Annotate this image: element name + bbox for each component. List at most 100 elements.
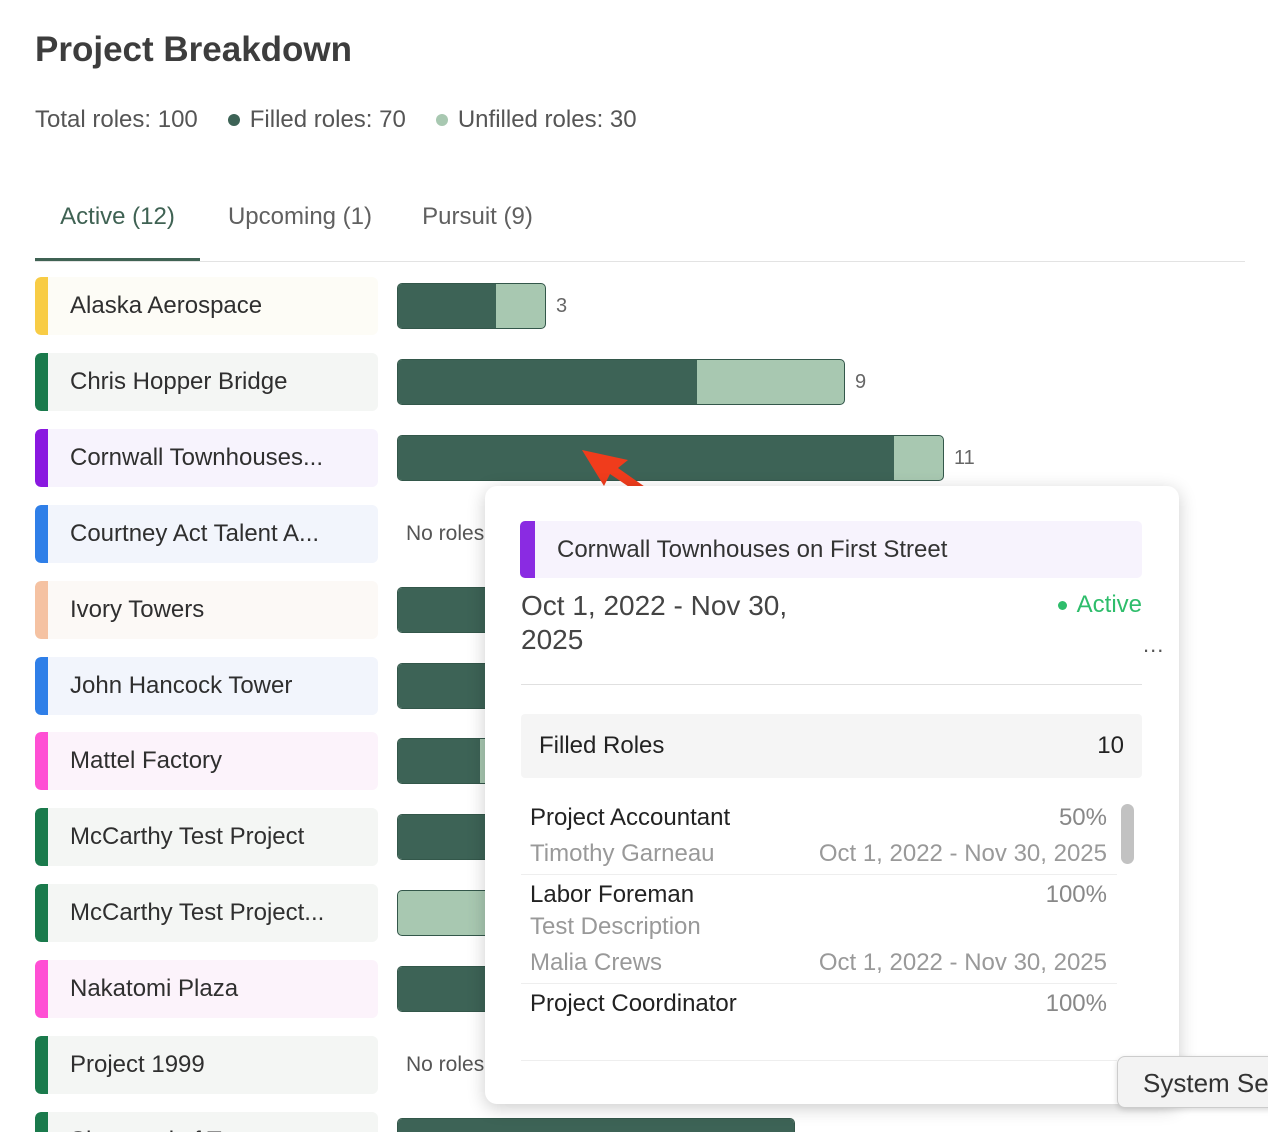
status-label: Active — [1076, 591, 1142, 618]
roles-count: 3 — [556, 295, 568, 317]
role-allocation: 100% — [1045, 990, 1107, 1017]
project-name: Alaska Aerospace — [70, 292, 263, 319]
project-row[interactable]: Project 1999 No roles — [35, 1036, 1235, 1094]
project-name: Ivory Towers — [70, 596, 205, 623]
no-roles-label: No roles — [406, 522, 485, 545]
roles-bar[interactable] — [397, 359, 845, 405]
role-title: Project Accountant — [530, 804, 731, 831]
filled-segment — [398, 284, 497, 328]
filled-segment — [398, 739, 480, 783]
project-label[interactable]: Nakatomi Plaza — [35, 960, 378, 1018]
project-color-stripe — [35, 808, 48, 866]
role-list-scrollbar[interactable] — [1117, 798, 1139, 1066]
role-person: Malia Crews — [530, 949, 663, 976]
status-dot-icon — [1057, 600, 1067, 610]
project-detail-popup: Cornwall Townhouses on First Street Oct … — [485, 486, 1179, 1104]
project-label[interactable]: Ivory Towers — [35, 581, 378, 639]
role-allocation: 100% — [1045, 881, 1107, 908]
unfilled-roles: Unfilled roles: 30 — [435, 106, 637, 134]
filled-roles-title: Filled Roles — [539, 732, 665, 759]
project-color-stripe — [35, 581, 48, 639]
roles-count: 9 — [855, 371, 867, 393]
role-description: Test Description — [530, 913, 701, 940]
project-name: John Hancock Tower — [70, 672, 293, 699]
project-name: McCarthy Test Project — [70, 823, 305, 850]
more-options-icon[interactable]: ... — [1143, 632, 1165, 657]
filled-roles-label: Filled roles: 70 — [249, 106, 406, 133]
roles-summary: Total roles: 100 Filled roles: 70 Unfill… — [35, 106, 667, 134]
project-color-stripe — [35, 429, 48, 487]
project-color-stripe — [35, 277, 48, 335]
filled-segment — [398, 1119, 794, 1132]
project-row[interactable]: Shattered of T... — [35, 1112, 1235, 1132]
project-name: McCarthy Test Project... — [70, 899, 325, 926]
project-color-stripe — [35, 884, 48, 942]
project-color-stripe — [35, 1112, 48, 1132]
project-label[interactable]: McCarthy Test Project... — [35, 884, 378, 942]
scrollbar-thumb[interactable] — [1121, 804, 1134, 864]
project-label[interactable]: Mattel Factory — [35, 732, 378, 790]
project-label[interactable]: Project 1999 — [35, 1036, 378, 1094]
popup-project-header[interactable]: Cornwall Townhouses on First Street — [520, 521, 1142, 578]
project-label[interactable]: McCarthy Test Project — [35, 808, 378, 866]
roles-bar[interactable] — [397, 435, 944, 481]
role-item[interactable]: Labor Foreman 100% Test Description Mali… — [521, 875, 1117, 984]
project-color-stripe — [35, 657, 48, 715]
project-label[interactable]: John Hancock Tower — [35, 657, 378, 715]
tab-active[interactable]: Active (12) — [35, 190, 200, 261]
role-title: Labor Foreman — [530, 881, 695, 908]
system-settings-tooltip-label: System Se — [1143, 1068, 1268, 1098]
project-label[interactable]: Alaska Aerospace — [35, 277, 378, 335]
project-label[interactable]: Courtney Act Talent A... — [35, 505, 378, 563]
no-roles-label: No roles — [406, 1053, 485, 1076]
project-name: Nakatomi Plaza — [70, 975, 239, 1002]
tab-upcoming[interactable]: Upcoming (1) — [227, 203, 373, 230]
filled-segment — [398, 360, 697, 404]
total-roles: Total roles: 100 — [35, 106, 198, 134]
project-name: Project 1999 — [70, 1051, 205, 1078]
role-item[interactable]: Project Coordinator 100% — [521, 984, 1117, 1061]
project-color-stripe — [35, 732, 48, 790]
project-label[interactable]: Chris Hopper Bridge — [35, 353, 378, 411]
project-name: Cornwall Townhouses... — [70, 444, 324, 471]
system-settings-tooltip: System Se — [1117, 1056, 1268, 1108]
tab-pursuit[interactable]: Pursuit (9) — [422, 203, 533, 230]
project-color-stripe — [520, 521, 535, 578]
page-title: Project Breakdown — [35, 30, 353, 69]
filled-legend-dot — [227, 114, 240, 126]
project-color-stripe — [35, 960, 48, 1018]
divider — [521, 684, 1142, 685]
popup-project-name: Cornwall Townhouses on First Street — [557, 536, 948, 563]
role-person: Timothy Garneau — [530, 840, 715, 867]
role-item[interactable]: Project Accountant 50% Timothy Garneau O… — [521, 798, 1117, 875]
status-badge: Active — [1057, 591, 1142, 619]
unfilled-roles-label: Unfilled roles: 30 — [457, 106, 637, 133]
project-row[interactable]: Chris Hopper Bridge 9 — [35, 353, 1235, 411]
filled-roles-header: Filled Roles 10 — [521, 714, 1142, 778]
project-label[interactable]: Cornwall Townhouses... — [35, 429, 378, 487]
roles-bar[interactable] — [397, 1118, 795, 1132]
unfilled-legend-dot — [435, 114, 448, 126]
project-row[interactable]: Courtney Act Talent A... No roles — [35, 505, 1235, 563]
role-title: Project Coordinator — [530, 990, 737, 1017]
project-row[interactable]: Alaska Aerospace 3 — [35, 277, 1235, 335]
project-name: Mattel Factory — [70, 747, 223, 774]
role-dates: Oct 1, 2022 - Nov 30, 2025 — [818, 949, 1107, 976]
project-name: Courtney Act Talent A... — [70, 520, 320, 547]
filled-segment — [398, 436, 894, 480]
project-label[interactable]: Shattered of T... — [35, 1112, 378, 1132]
project-color-stripe — [35, 1036, 48, 1094]
role-allocation: 50% — [1058, 804, 1107, 831]
filled-roles-count: 10 — [1097, 732, 1124, 759]
project-row[interactable]: Cornwall Townhouses... 11 — [35, 429, 1235, 487]
project-name: Chris Hopper Bridge — [70, 368, 288, 395]
project-color-stripe — [35, 353, 48, 411]
popup-project-dates: Oct 1, 2022 - Nov 30, 2025 — [521, 590, 788, 655]
role-person — [530, 1026, 537, 1054]
roles-count: 11 — [954, 447, 975, 469]
role-dates: Oct 1, 2022 - Nov 30, 2025 — [818, 840, 1107, 867]
project-color-stripe — [35, 505, 48, 563]
role-list[interactable]: Project Accountant 50% Timothy Garneau O… — [521, 798, 1117, 1066]
roles-bar[interactable] — [397, 283, 546, 329]
project-name: Shattered of T... — [70, 1112, 340, 1132]
